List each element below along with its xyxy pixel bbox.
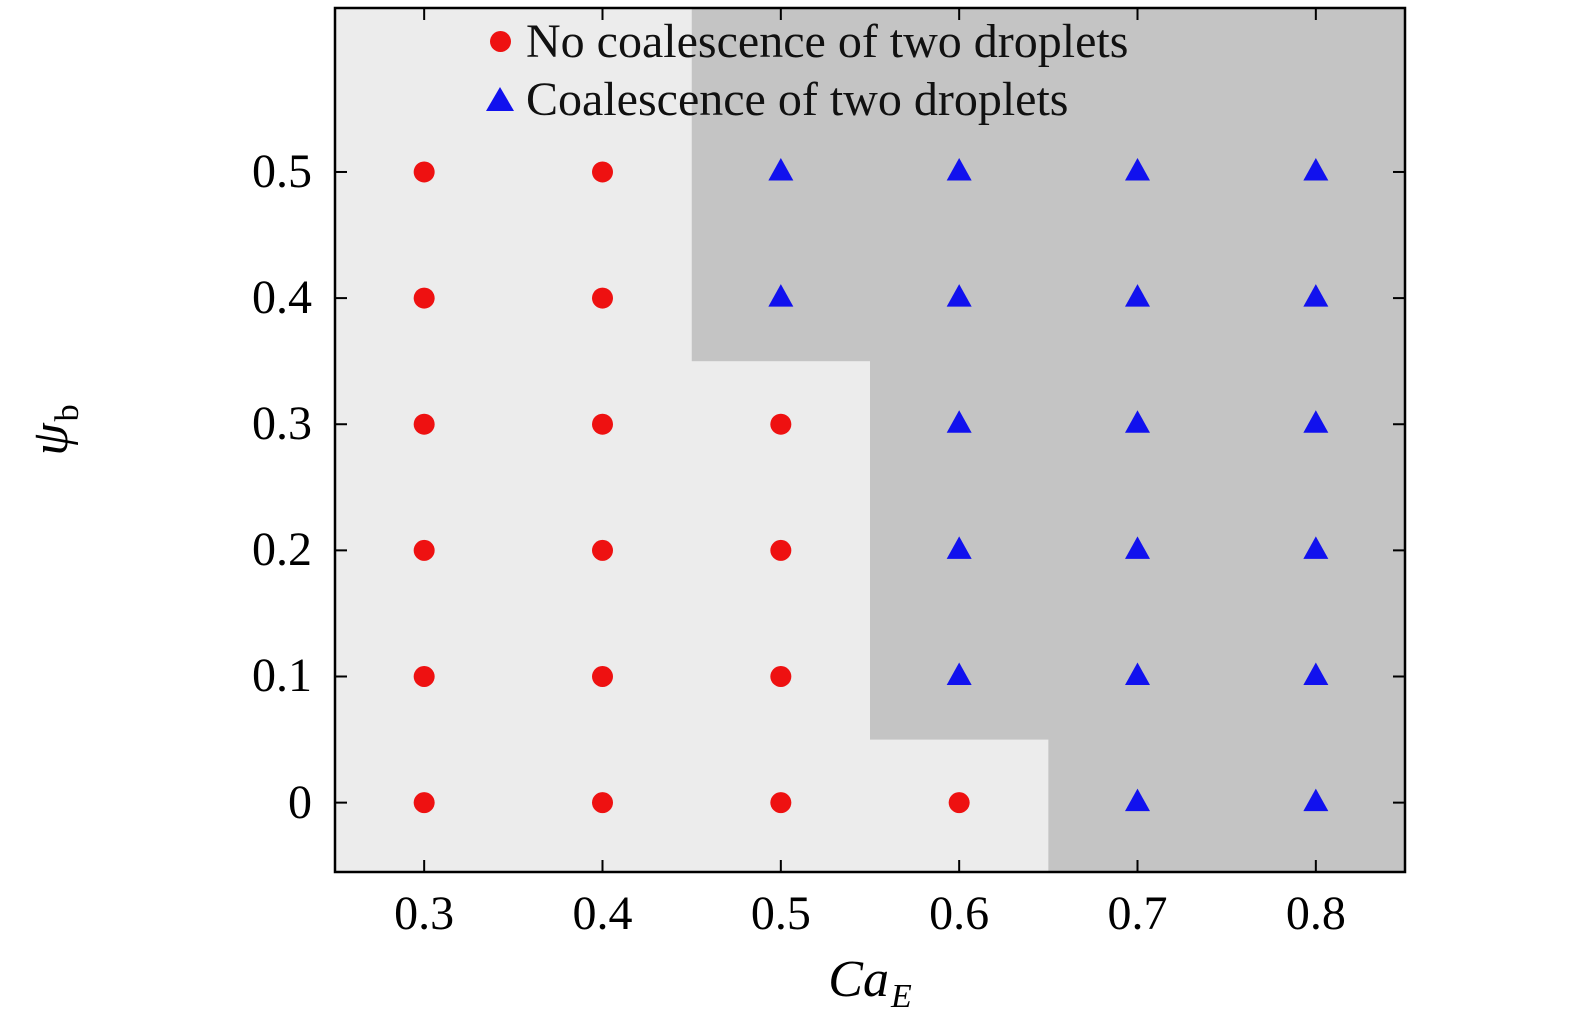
x-tick-label: 0.8 (1285, 887, 1346, 940)
data-point-no-coalescence (770, 413, 792, 435)
data-point-no-coalescence (413, 287, 435, 309)
data-point-no-coalescence (592, 287, 613, 309)
data-point-no-coalescence (413, 665, 435, 687)
legend-label-coalescence: Coalescence of two droplets (526, 72, 1069, 126)
data-point-coalescence (768, 284, 794, 307)
data-point-coalescence (946, 662, 972, 685)
x-tick-label: 0.7 (1107, 887, 1168, 940)
data-point-no-coalescence (770, 792, 792, 814)
x-tick-label: 0.3 (394, 887, 455, 940)
legend-item-no-coalescence: No coalescence of two droplets (486, 12, 1128, 70)
no-coalescence-region (335, 8, 1049, 872)
y-tick-label: 0 (288, 775, 312, 829)
legend-label-no-coalescence: No coalescence of two droplets (526, 14, 1129, 68)
x-axis-label: CaE (335, 954, 1405, 1014)
coalescence-marker-icon (486, 87, 514, 111)
data-point-coalescence (946, 284, 972, 307)
y-axis-label-main: ψ (22, 423, 79, 456)
data-point-no-coalescence (413, 413, 435, 435)
data-point-coalescence (1303, 284, 1329, 307)
y-tick-label: 0.1 (252, 649, 312, 703)
x-tick-label: 0.5 (750, 887, 811, 940)
y-tick-label: 0.4 (252, 271, 312, 325)
data-point-no-coalescence (592, 792, 613, 814)
data-point-coalescence (1303, 788, 1329, 812)
no-coalescence-marker-icon (489, 30, 511, 52)
y-tick-label: 0.2 (252, 523, 312, 577)
data-point-coalescence (1125, 157, 1150, 181)
data-point-no-coalescence (413, 539, 435, 561)
data-point-coalescence (768, 157, 794, 181)
y-axis-label-sub: b (49, 404, 86, 422)
data-point-no-coalescence (413, 161, 435, 183)
y-tick-label: 0.3 (252, 397, 312, 451)
data-point-coalescence (946, 536, 972, 559)
data-point-no-coalescence (413, 792, 435, 814)
data-point-coalescence (946, 410, 972, 433)
coalescence-region (691, 8, 1405, 872)
data-point-coalescence (946, 157, 972, 181)
data-point-coalescence (1125, 788, 1150, 812)
x-axis-label-main: Ca (828, 951, 889, 1008)
legend: No coalescence of two droplets Coalescen… (486, 12, 1128, 128)
x-axis-label-sub: E (890, 978, 912, 1015)
y-tick-label: 0.5 (252, 144, 312, 198)
data-point-no-coalescence (770, 539, 792, 561)
data-point-no-coalescence (592, 413, 613, 435)
data-point-coalescence (1303, 157, 1329, 181)
data-point-coalescence (1303, 662, 1329, 685)
data-point-no-coalescence (592, 539, 613, 561)
data-point-no-coalescence (592, 665, 613, 687)
data-point-coalescence (1125, 662, 1150, 685)
data-point-no-coalescence (948, 792, 970, 814)
plot-frame (333, 6, 1407, 874)
x-tick-label: 0.4 (572, 887, 633, 940)
data-point-coalescence (1125, 536, 1150, 559)
legend-marker-box (486, 87, 514, 111)
data-point-coalescence (1303, 536, 1329, 559)
data-point-coalescence (1125, 410, 1150, 433)
legend-marker-box (486, 30, 514, 52)
y-axis-label: ψb (22, 404, 86, 456)
legend-item-coalescence: Coalescence of two droplets (486, 70, 1128, 128)
data-point-no-coalescence (770, 665, 792, 687)
data-point-coalescence (1303, 410, 1329, 433)
data-point-coalescence (1125, 284, 1150, 307)
x-tick-label: 0.6 (929, 887, 990, 940)
data-point-no-coalescence (592, 161, 613, 183)
